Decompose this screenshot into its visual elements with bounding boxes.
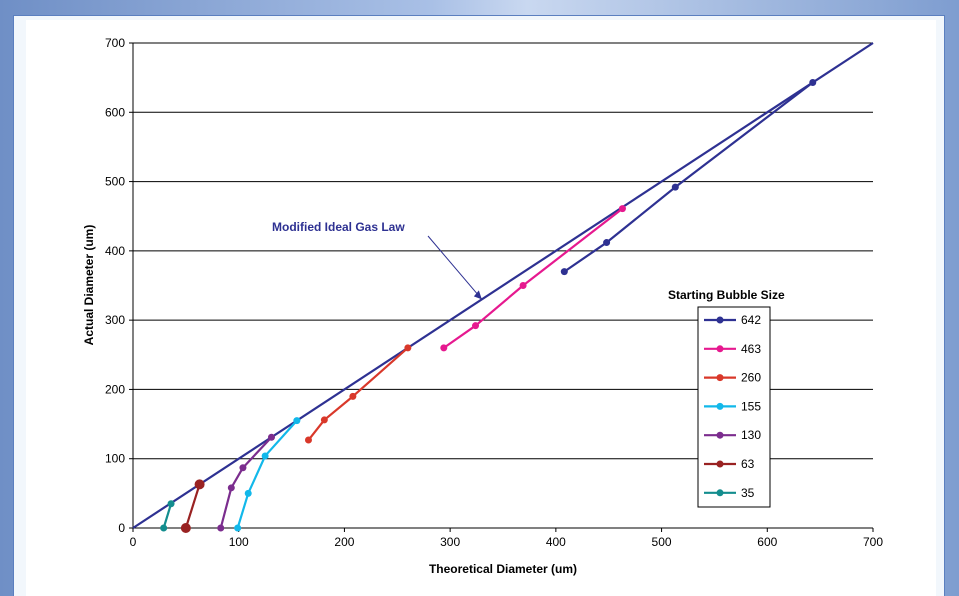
series-line-642 [563,81,814,273]
y-tick-label-200: 200 [105,382,125,396]
point-642-0 [560,268,568,276]
legend-item-35: 35 [704,486,755,500]
axes [129,42,874,532]
y-tick-label-400: 400 [105,244,125,258]
point-130-1 [227,484,235,492]
x-tick-label-100: 100 [229,535,249,549]
legend-label-130: 130 [741,428,761,442]
legend-swatch-marker-642 [716,316,724,324]
legend-label-642: 642 [741,313,761,327]
annotation-group: Modified Ideal Gas Law [272,220,483,300]
point-63-1 [194,479,205,490]
point-260-2 [349,392,357,400]
y-tick-label-300: 300 [105,313,125,327]
point-155-0 [234,524,242,532]
legend-label-35: 35 [741,486,755,500]
reference-line [132,42,874,529]
legend-item-130: 130 [704,428,761,442]
point-642-1 [603,239,611,247]
point-260-0 [304,436,312,444]
x-tick-labels: 0 100 200 300 400 500 600 700 [130,535,884,549]
series-63 [180,479,205,533]
point-155-1 [244,489,252,497]
x-tick-label-300: 300 [440,535,460,549]
series-35 [160,500,175,532]
legend-item-155: 155 [704,399,761,413]
series-line-130 [219,436,273,529]
legend-label-463: 463 [741,342,761,356]
point-260-3 [404,344,412,352]
point-642-3 [809,78,817,86]
annotation-label: Modified Ideal Gas Law [272,220,405,234]
point-155-2 [261,452,269,460]
legend-label-155: 155 [741,399,761,413]
point-463-1 [472,322,480,330]
x-tick-label-600: 600 [757,535,777,549]
legend-swatch-marker-35 [716,489,724,497]
legend-swatch-marker-260 [716,374,724,382]
legend-item-260: 260 [704,371,761,385]
x-tick-label-200: 200 [334,535,354,549]
legend-items: 642 463 260 155 130 63 35 [704,313,761,500]
series-line-155 [236,419,298,529]
x-axis-title: Theoretical Diameter (um) [429,562,577,576]
legend-swatch-marker-463 [716,345,724,353]
legend: Starting Bubble Size 642 463 260 155 130 63 35 [668,288,785,508]
legend-swatch-marker-155 [716,402,724,410]
series-260 [304,344,412,444]
series-group [160,78,817,533]
series-463 [440,205,626,352]
x-tick-label-400: 400 [546,535,566,549]
x-tick-label-500: 500 [652,535,672,549]
point-463-0 [440,344,448,352]
annotation-arrowhead [473,290,482,300]
series-line-260 [307,347,409,441]
series-line-35 [162,503,173,529]
legend-label-260: 260 [741,371,761,385]
x-tick-label-0: 0 [130,535,137,549]
point-463-3 [618,205,626,213]
point-35-1 [167,500,175,508]
point-260-1 [320,416,328,424]
y-tick-label-700: 700 [105,36,125,50]
reference-line-group [132,42,874,529]
point-155-3 [293,417,301,425]
annotation-arrow [427,235,483,300]
series-line-463 [443,207,624,349]
legend-item-463: 463 [704,342,761,356]
series-155 [234,417,301,532]
point-130-3 [267,433,275,441]
point-35-0 [160,524,168,532]
y-tick-label-500: 500 [105,175,125,189]
point-63-0 [180,523,191,533]
point-130-0 [217,524,225,532]
series-130 [217,433,275,532]
point-130-2 [239,464,247,472]
y-tick-label-600: 600 [105,105,125,119]
series-642 [560,78,817,276]
legend-swatch-marker-130 [716,431,724,439]
legend-item-642: 642 [704,313,761,327]
point-463-2 [519,282,527,289]
point-642-2 [671,183,679,191]
y-tick-label-100: 100 [105,452,125,466]
legend-title: Starting Bubble Size [668,288,785,302]
legend-swatch-marker-63 [716,460,724,468]
y-tick-labels: 0 100 200 300 400 500 600 700 [105,36,125,535]
series-line-63 [184,484,201,529]
y-axis-title: Actual Diameter (um) [82,225,96,346]
legend-label-63: 63 [741,457,755,471]
legend-item-63: 63 [704,457,755,471]
x-tick-label-700: 700 [863,535,883,549]
y-tick-label-0: 0 [118,521,125,535]
